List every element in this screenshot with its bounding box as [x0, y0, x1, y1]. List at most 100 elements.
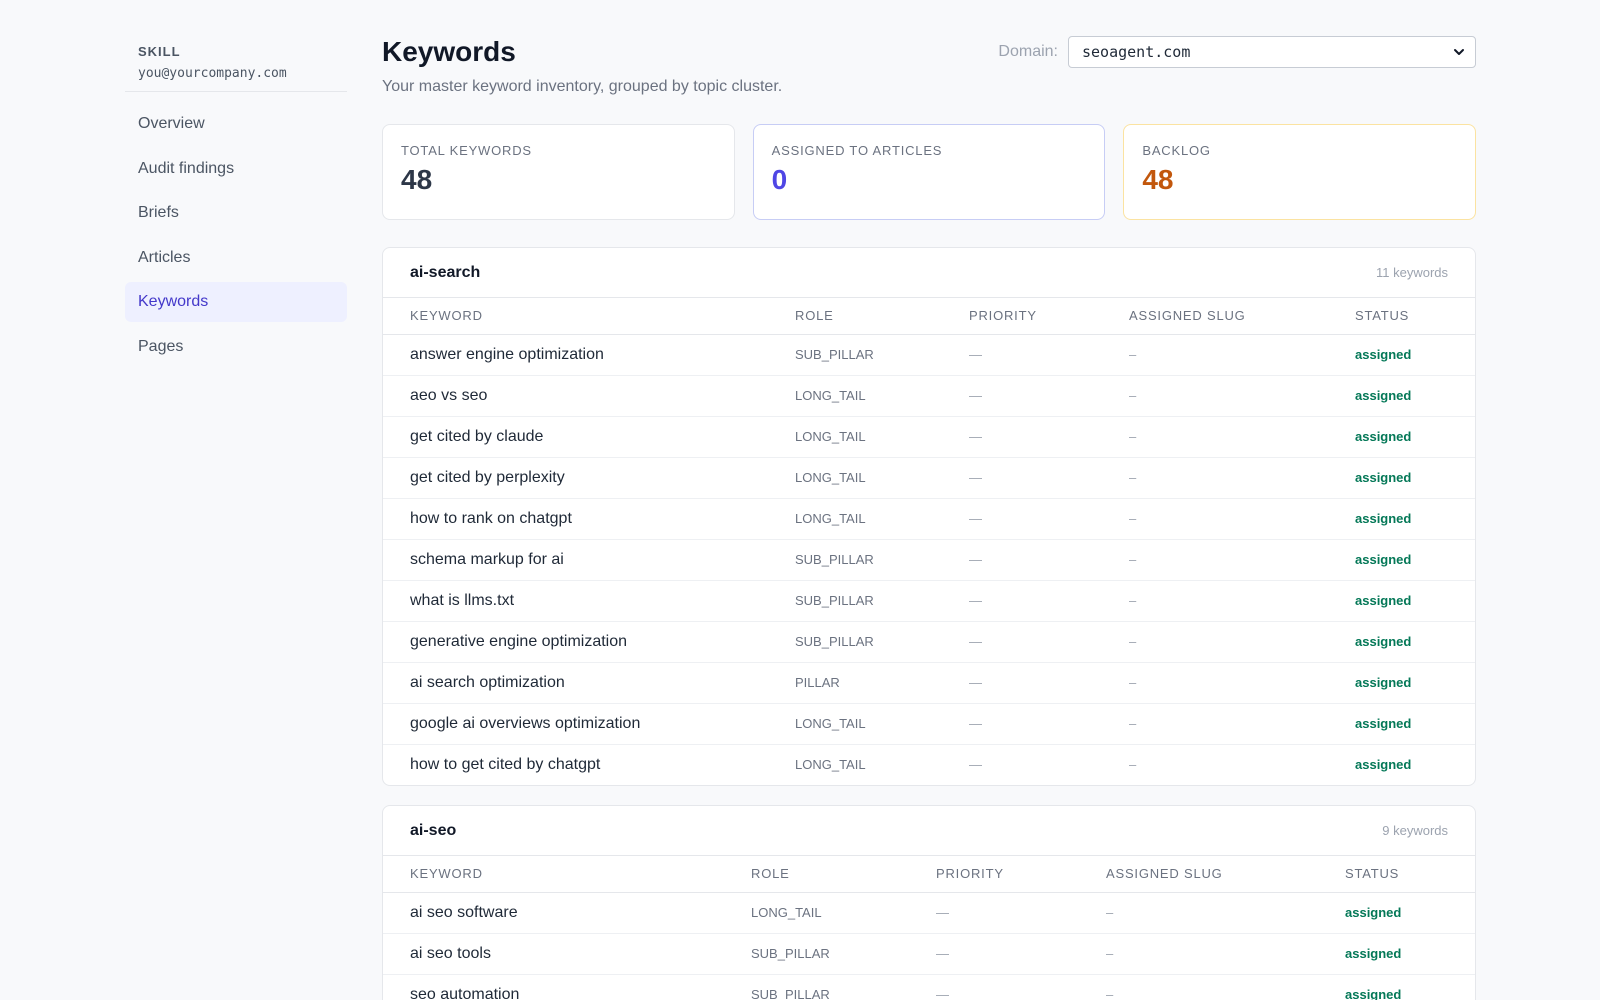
assigned-slug-text: –: [1129, 469, 1137, 485]
sidebar-item-pages[interactable]: Pages: [138, 337, 184, 355]
cluster-keyword-count: 9 keywords: [1382, 823, 1448, 838]
domain-picker: Domain: seoagent.com: [998, 36, 1476, 68]
table-row[interactable]: ai search optimization PILLAR — – assigned: [383, 662, 1475, 704]
priority-text: —: [969, 715, 982, 731]
assigned-slug-cell: –: [1129, 703, 1355, 745]
keyword-cell: what is llms.txt: [383, 580, 795, 622]
status-cell: assigned: [1355, 621, 1475, 663]
priority-cell: —: [969, 662, 1129, 704]
status-cell: assigned: [1355, 662, 1475, 704]
status-text: assigned: [1355, 756, 1412, 772]
assigned-slug-cell: –: [1129, 375, 1355, 417]
assigned-slug-text: –: [1129, 674, 1137, 690]
priority-cell: —: [969, 744, 1129, 785]
stat-label: BACKLOG: [1142, 143, 1211, 158]
sidebar: SKILL you@yourcompany.com Overview Audit…: [125, 36, 347, 371]
keyword-text: generative engine optimization: [410, 632, 628, 650]
priority-cell: —: [969, 498, 1129, 540]
role-cell: LONG_TAIL: [795, 744, 969, 785]
keyword-cell: schema markup for ai: [383, 539, 795, 581]
status-text: assigned: [1355, 469, 1412, 485]
table-row[interactable]: how to rank on chatgpt LONG_TAIL — – assigne…: [383, 498, 1475, 540]
priority-text: —: [969, 633, 982, 649]
table-row[interactable]: aeo vs seo LONG_TAIL — – assigned: [383, 375, 1475, 417]
column-header-status: STATUS: [1355, 298, 1475, 335]
page-subtitle: Your master keyword inventory, grouped b…: [382, 78, 783, 95]
assigned-slug-cell: –: [1129, 334, 1355, 376]
table-row[interactable]: get cited by perplexity LONG_TAIL — – assign…: [383, 457, 1475, 499]
status-cell: assigned: [1355, 334, 1475, 376]
table-row[interactable]: seo automation SUB_PILLAR — – assigned: [383, 974, 1475, 1000]
cluster-card-ai-search: ai-search 11 keywords KEYWORD ROLE PRIOR…: [382, 247, 1476, 786]
column-header-assigned-slug: ASSIGNED SLUG: [1129, 298, 1355, 335]
priority-cell: —: [936, 933, 1106, 975]
assigned-slug-cell: –: [1129, 498, 1355, 540]
keyword-text: aeo vs seo: [410, 386, 488, 404]
status-cell: assigned: [1355, 375, 1475, 417]
status-cell: assigned: [1355, 457, 1475, 499]
assigned-slug-text: –: [1129, 346, 1137, 362]
keyword-text: ai seo software: [410, 903, 518, 921]
role-text: LONG_TAIL: [795, 428, 866, 444]
status-cell: assigned: [1355, 498, 1475, 540]
table-row[interactable]: schema markup for ai SUB_PILLAR — – assigned: [383, 539, 1475, 581]
table-row[interactable]: get cited by claude LONG_TAIL — – assigned: [383, 416, 1475, 458]
column-header-priority: PRIORITY: [969, 298, 1129, 335]
role-text: LONG_TAIL: [795, 756, 866, 772]
assigned-slug-cell: –: [1106, 933, 1345, 975]
sidebar-item-briefs[interactable]: Briefs: [138, 204, 179, 221]
table-row[interactable]: ai seo software LONG_TAIL — – assigned: [383, 892, 1475, 934]
table-row[interactable]: how to get cited by chatgpt LONG_TAIL — – as…: [383, 744, 1475, 785]
status-cell: assigned: [1345, 892, 1475, 934]
assigned-slug-text: –: [1129, 715, 1137, 731]
status-cell: assigned: [1355, 416, 1475, 458]
status-text: assigned: [1355, 715, 1412, 731]
table-row[interactable]: answer engine optimization SUB_PILLAR — – as…: [383, 334, 1475, 376]
role-cell: LONG_TAIL: [751, 892, 936, 934]
keyword-text: how to get cited by chatgpt: [410, 755, 601, 773]
role-cell: SUB_PILLAR: [751, 933, 936, 975]
domain-label: Domain:: [998, 43, 1058, 60]
assigned-slug-cell: –: [1129, 621, 1355, 663]
table-header-row: KEYWORD ROLE PRIORITY ASSIGNED SLUG STAT…: [383, 856, 1475, 893]
priority-cell: —: [969, 621, 1129, 663]
table-row[interactable]: ai seo tools SUB_PILLAR — – assigned: [383, 933, 1475, 975]
column-header-priority: PRIORITY: [936, 856, 1106, 893]
status-cell: assigned: [1345, 974, 1475, 1000]
table-row[interactable]: google ai overviews optimization LONG_TAI…: [383, 703, 1475, 745]
assigned-slug-text: –: [1129, 428, 1137, 444]
stat-card-total-keywords: TOTAL KEYWORDS 48: [382, 124, 735, 220]
assigned-slug-text: –: [1129, 551, 1137, 567]
role-text: SUB_PILLAR: [751, 986, 830, 1000]
assigned-slug-text: –: [1129, 387, 1137, 403]
role-text: SUB_PILLAR: [795, 592, 874, 608]
role-cell: LONG_TAIL: [795, 703, 969, 745]
table-row[interactable]: what is llms.txt SUB_PILLAR — – assigned: [383, 580, 1475, 622]
keyword-text: seo automation: [410, 985, 520, 1000]
priority-cell: —: [969, 416, 1129, 458]
stat-label: ASSIGNED TO ARTICLES: [771, 143, 943, 158]
domain-select[interactable]: seoagent.com: [1068, 36, 1476, 68]
priority-cell: —: [969, 703, 1129, 745]
assigned-slug-text: –: [1106, 986, 1114, 1000]
keyword-cell: how to rank on chatgpt: [383, 498, 795, 540]
sidebar-item-overview[interactable]: Overview: [138, 115, 205, 132]
keyword-text: how to rank on chatgpt: [410, 509, 572, 527]
sidebar-item-keywords[interactable]: Keywords: [125, 282, 347, 322]
keyword-cell: answer engine optimization: [383, 334, 795, 376]
chevron-down-icon: [1454, 49, 1464, 55]
sidebar-item-articles[interactable]: Articles: [138, 248, 191, 266]
keyword-cell: seo automation: [383, 974, 751, 1000]
sidebar-item-audit-findings[interactable]: Audit findings: [138, 159, 235, 177]
cluster-card-ai-seo: ai-seo 9 keywords KEYWORD ROLE PRIORITY …: [382, 805, 1476, 1000]
keyword-text: get cited by claude: [410, 427, 544, 445]
assigned-slug-cell: –: [1129, 662, 1355, 704]
status-text: assigned: [1355, 346, 1412, 362]
assigned-slug-text: –: [1106, 945, 1114, 961]
table-row[interactable]: generative engine optimization SUB_PILLAR…: [383, 621, 1475, 663]
priority-text: —: [969, 387, 982, 403]
cluster-header: ai-seo 9 keywords: [383, 806, 1475, 856]
keyword-text: ai search optimization: [410, 673, 565, 691]
priority-cell: —: [936, 974, 1106, 1000]
assigned-slug-text: –: [1129, 592, 1137, 608]
